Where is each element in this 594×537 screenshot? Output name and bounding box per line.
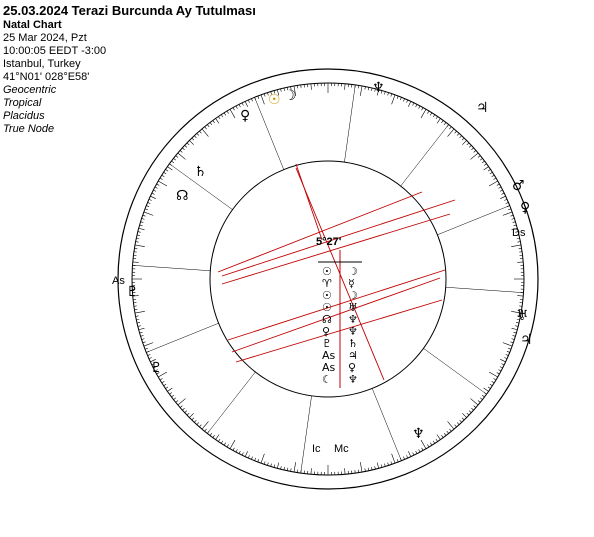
svg-text:♆: ♆ — [348, 373, 358, 386]
svg-text:♃: ♃ — [520, 332, 533, 348]
svg-text:☽: ☽ — [348, 289, 358, 302]
svg-text:♅: ♅ — [516, 308, 529, 324]
svg-text:♇: ♇ — [126, 284, 139, 300]
setting-geocentric: Geocentric — [3, 84, 57, 96]
svg-text:♇: ♇ — [150, 360, 163, 376]
svg-text:♆: ♆ — [348, 313, 358, 326]
chart-coords: 41°N01' 028°E58' — [3, 71, 90, 83]
svg-text:♅: ♅ — [348, 301, 358, 314]
svg-text:♀: ♀ — [240, 108, 250, 124]
svg-text:☉: ☉ — [322, 289, 332, 302]
chart-title: 25.03.2024 Terazi Burcunda Ay Tutulması — [3, 3, 256, 18]
svg-text:☽: ☽ — [284, 88, 297, 104]
aspect-lines — [217, 163, 456, 381]
svg-text:☾: ☾ — [322, 373, 332, 386]
svg-text:♃: ♃ — [348, 349, 358, 362]
svg-text:♀: ♀ — [322, 325, 330, 338]
chart-date: 25 Mar 2024, Pzt — [3, 32, 87, 44]
setting-node: True Node — [3, 123, 55, 135]
svg-text:♆: ♆ — [412, 426, 425, 442]
chart-time: 10:00:05 EEDT -3:00 — [3, 45, 107, 57]
house-cusps — [132, 84, 524, 474]
mc-label: Mc — [334, 443, 349, 455]
asc-label: As — [112, 275, 125, 287]
svg-text:♃: ♃ — [476, 100, 489, 116]
dispositor-column: ☉ ☽♈ ☿☉ ☽☉ ♅☊ ♆♀ ♆♇ ♄As ♃As ♀☾ ♆ — [318, 250, 362, 388]
chart-type: Natal Chart — [3, 19, 62, 31]
svg-text:As: As — [322, 361, 336, 374]
svg-text:☿: ☿ — [348, 277, 355, 290]
svg-text:♀: ♀ — [348, 361, 356, 374]
svg-text:♄: ♄ — [194, 164, 207, 180]
svg-text:♀: ♀ — [520, 200, 530, 216]
svg-text:♇: ♇ — [322, 337, 332, 350]
svg-text:☉: ☉ — [268, 92, 281, 108]
svg-text:☉: ☉ — [322, 265, 332, 278]
svg-text:♆: ♆ — [348, 325, 358, 338]
outer-ring — [117, 68, 539, 490]
chart-place: Istanbul, Turkey — [3, 58, 81, 70]
svg-text:♈: ♈ — [322, 277, 332, 290]
svg-text:♆: ♆ — [372, 80, 385, 96]
center-degree: 5°27' — [316, 236, 342, 248]
svg-text:☽: ☽ — [348, 265, 358, 278]
desc-label: Ds — [512, 227, 526, 239]
setting-houses: Placidus — [3, 110, 45, 122]
ic-label: Ic — [312, 443, 321, 455]
aspect-circle — [209, 160, 447, 398]
svg-text:☊: ☊ — [322, 313, 332, 326]
svg-text:☉: ☉ — [322, 301, 332, 314]
svg-text:♂: ♂ — [512, 178, 525, 194]
svg-text:☊: ☊ — [176, 188, 188, 204]
svg-text:As: As — [322, 349, 336, 362]
chart-info: 25.03.2024 Terazi Burcunda Ay Tutulması … — [3, 3, 256, 136]
planet-glyphs: ☉ ☽♀♆♃♄☊♇♅♃♂♀♆♇ — [126, 80, 533, 442]
setting-tropical: Tropical — [3, 97, 42, 109]
svg-text:♄: ♄ — [348, 337, 358, 350]
